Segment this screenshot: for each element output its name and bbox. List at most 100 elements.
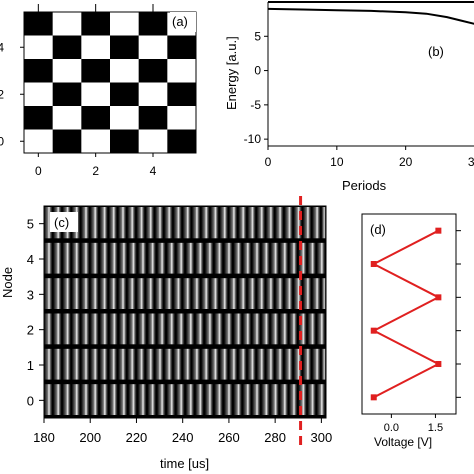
panel-c-stripe <box>108 207 117 239</box>
panel-a-cell-4-2 <box>81 106 111 130</box>
panel-a-cell-1-1 <box>52 35 82 60</box>
panel-c-stripe <box>261 242 270 274</box>
panel-c-stripe <box>195 383 204 415</box>
panel-c-row-separator <box>44 381 326 385</box>
panel-c-stripe <box>219 277 228 309</box>
panel-c-stripe <box>316 313 326 345</box>
panel-c-stripe <box>90 207 99 239</box>
panel-a-cell-5-1 <box>52 129 82 154</box>
panel-c-stripe <box>71 313 80 345</box>
panel-a-cell-2-1 <box>52 59 82 83</box>
panel-c-stripe <box>316 383 326 415</box>
panel-c-xtick-label: 180 <box>33 430 55 445</box>
panel-c-stripe <box>247 277 256 309</box>
panel-c-stripe <box>44 383 53 415</box>
panel-c-stripe <box>127 207 136 239</box>
panel-c-stripe <box>265 207 275 239</box>
panel-c-stripe <box>108 277 117 309</box>
panel-c-stripe <box>279 242 289 274</box>
panel-c-stripe <box>99 383 109 415</box>
panel-d-xlabel: Voltage [V] <box>374 435 432 449</box>
panel-c-stripe <box>164 348 173 380</box>
panel-b-x-ticks: 010203040506 <box>265 146 474 169</box>
panel-c-stripe <box>182 348 191 380</box>
panel-c-stripe <box>270 313 279 345</box>
panel-c-xtick-label: 280 <box>264 430 286 445</box>
panel-c-stripe <box>233 383 242 415</box>
panel-c-stripe <box>201 348 210 380</box>
panel-c-stripe <box>289 313 298 345</box>
panel-c-stripe <box>118 313 128 345</box>
panel-c-stripe <box>191 277 201 309</box>
panel-c-stripe <box>81 242 90 274</box>
panel-a-cell-1-3 <box>110 35 139 60</box>
panel-a-cell-1-4 <box>138 35 168 60</box>
panel-d-y-ticks <box>456 230 461 398</box>
panel-c-x-ticks: 180 200 220 240 260 280 300 <box>33 418 332 445</box>
panel-b-ylabel: Energy [a.u.] <box>224 36 239 110</box>
panel-c-stripe <box>182 277 191 309</box>
panel-c-stripe <box>173 348 182 380</box>
panel-a-xtick-label: 4 <box>150 164 157 178</box>
panel-a-cell-3-2 <box>81 82 111 107</box>
panel-a-xtick-label: 2 <box>92 164 99 178</box>
panel-b-axes <box>267 1 474 147</box>
panel-c-stripe <box>128 313 137 345</box>
panel-c-stripe <box>214 313 223 345</box>
panel-c-stripe <box>233 242 242 274</box>
panel-c-stripe <box>173 207 182 239</box>
panel-c-xlabel: time [us] <box>160 456 209 471</box>
panel-c-stripe <box>195 242 204 274</box>
panel-c-label: (c) <box>54 215 69 230</box>
panel-c-stripe <box>118 207 127 239</box>
panel-c-stripe <box>238 207 247 239</box>
panel-c-frame <box>43 205 327 419</box>
panel-c-stripe <box>53 383 62 415</box>
panel-a-cell-2-2 <box>81 59 111 83</box>
panel-c-stripe <box>252 383 261 415</box>
panel-c-stripe <box>312 348 321 380</box>
panel-c-stripe <box>53 242 62 274</box>
panel-c-stripe <box>62 242 71 274</box>
panel-b-ytick-label: 0 <box>254 64 261 78</box>
panel-c-stripe <box>118 348 127 380</box>
panel-a-cell-3-1 <box>52 82 82 107</box>
panel-c-stripe <box>147 383 156 415</box>
panel-c-stripe <box>256 348 265 380</box>
panel-c-stripe <box>302 348 312 380</box>
panel-d-point <box>435 361 442 367</box>
panel-c-stripe <box>238 277 247 309</box>
panel-a-label-box <box>170 12 196 32</box>
panel-c-stripe <box>109 313 118 345</box>
panel-c-stripe <box>242 242 252 274</box>
panel-c-stripe <box>147 242 156 274</box>
panel-c-xtick-label: 200 <box>79 430 101 445</box>
panel-c-stripe <box>247 207 256 239</box>
panel-c-stripe <box>228 348 238 380</box>
panel-a-cell-1-0 <box>24 35 53 60</box>
panel-a-ytick-label: 0 <box>0 134 4 148</box>
panel-c-stripe <box>155 277 164 309</box>
panel-c-stripe <box>127 348 136 380</box>
panel-c-stripe <box>279 383 289 415</box>
panel-c-stripe <box>321 277 326 309</box>
panel-a-cell-5-2 <box>81 129 111 154</box>
panel-c-row-separator <box>44 310 326 314</box>
panel-c-stripe <box>81 313 90 345</box>
panel-d-xtick-label: 1.5 <box>428 422 443 434</box>
panel-c-stripe <box>176 383 185 415</box>
panel-c-stripe <box>261 313 270 345</box>
panel-c-ytick-label: 3 <box>27 287 34 302</box>
panel-c-stripe <box>173 277 182 309</box>
panel-c-stripe <box>185 313 195 345</box>
panel-c-stripe <box>204 242 214 274</box>
panel-c-stripe <box>90 383 99 415</box>
panel-c-stripe <box>201 277 210 309</box>
panel-a-cell-5-4 <box>138 129 168 154</box>
panel-c-stripe <box>224 383 233 415</box>
panel-d-x-ticks: 0.0 1.5 <box>384 414 443 434</box>
panel-c-stripe <box>166 383 175 415</box>
panel-c-stripe <box>44 207 53 239</box>
panel-c-stripe <box>99 277 108 309</box>
panel-c-stripe <box>90 348 99 380</box>
